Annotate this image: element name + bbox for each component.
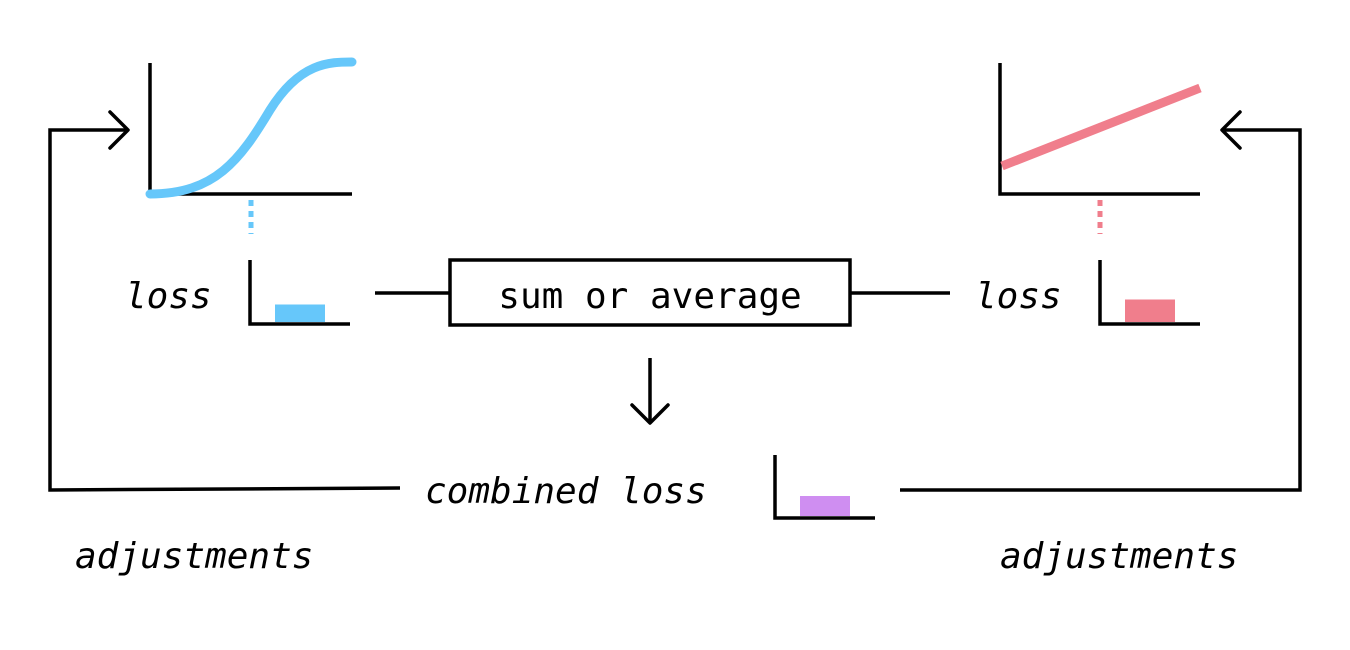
left-loss-bar	[275, 304, 325, 322]
right-feedback-arrow-head-icon	[1220, 110, 1242, 150]
combined-loss-bar	[800, 496, 850, 516]
left-feedback-loop: adjustments	[48, 110, 401, 577]
combined-loss-label: combined loss	[425, 471, 707, 512]
right-loss-label: loss	[975, 276, 1062, 317]
right-loss-group: loss	[975, 260, 1200, 326]
combined-loss-axes	[773, 455, 875, 520]
left-feedback-arrow-head-icon	[108, 110, 130, 150]
combiner-group: sum or average	[375, 258, 950, 327]
left-sigmoid-curve	[145, 57, 357, 199]
combiner-label: sum or average	[498, 276, 801, 317]
right-plot-axes	[998, 63, 1200, 196]
left-plot-axes	[148, 63, 352, 196]
left-loss-group: loss	[125, 260, 350, 326]
left-feedback-line	[48, 128, 401, 492]
right-loss-bar	[1125, 299, 1175, 322]
down-arrow	[630, 358, 670, 425]
left-model-plot	[145, 57, 357, 234]
left-loss-label: loss	[125, 276, 212, 317]
right-linear-curve	[1000, 83, 1202, 171]
combined-loss-group: combined loss	[425, 455, 875, 520]
left-loss-axes	[248, 260, 350, 326]
right-model-plot	[998, 63, 1202, 234]
right-adjustments-label: adjustments	[1000, 536, 1238, 577]
down-arrow-head-icon	[630, 403, 670, 425]
right-feedback-loop: adjustments	[900, 110, 1302, 577]
left-adjustments-label: adjustments	[75, 536, 313, 577]
right-loss-axes	[1098, 260, 1200, 326]
right-feedback-line	[900, 128, 1302, 492]
